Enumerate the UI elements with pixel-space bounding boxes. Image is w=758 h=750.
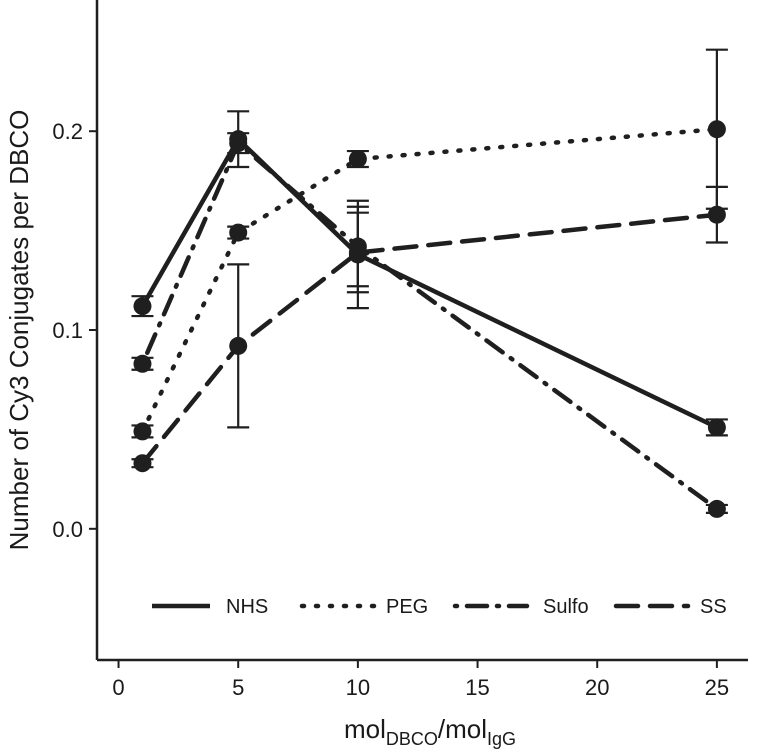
series-line-sulfo (140, 140, 720, 512)
x-tick-label: 20 (585, 675, 609, 700)
series-layer (131, 48, 728, 518)
series-ss (131, 185, 728, 473)
data-point-sulfo (707, 499, 726, 518)
legend-label-nhs: NHS (226, 596, 268, 618)
x-axis-title-sub-dbco: DBCO (386, 729, 438, 749)
data-point-ss (133, 454, 152, 473)
legend: NHS PEG Sulfo SS (152, 596, 727, 618)
x-tick-label: 25 (705, 675, 729, 700)
data-point-nhs (707, 418, 726, 437)
data-point-sulfo (229, 134, 248, 153)
data-point-ss (707, 205, 726, 224)
legend-label-ss: SS (700, 596, 727, 618)
series-line-nhs (140, 136, 718, 430)
x-axis-title-sub-igg: IgG (487, 729, 516, 749)
series-peg (131, 48, 728, 441)
series-nhs (131, 110, 728, 437)
x-axis-title-separator: /mol (438, 714, 487, 744)
series-sulfo (131, 132, 728, 518)
x-tick-label: 10 (346, 675, 370, 700)
series-line-ss (140, 212, 720, 466)
x-axis-title: molDBCO/molIgG (344, 714, 516, 749)
legend-label-peg: PEG (386, 596, 428, 618)
axes: 0 5 10 15 20 25 0.0 0.1 0.2 (52, 0, 748, 700)
x-axis-title-main: mol (344, 714, 386, 744)
y-tick-label: 0.1 (52, 318, 83, 343)
y-axis-title: Number of Cy3 Conjugates per DBCO (4, 110, 34, 551)
data-point-sulfo (133, 354, 152, 373)
data-point-peg (229, 223, 248, 242)
data-point-peg (707, 120, 726, 139)
series-line-peg (140, 126, 720, 434)
data-point-peg (348, 150, 367, 169)
y-tick-label: 0.0 (52, 517, 83, 542)
data-point-nhs (133, 297, 152, 316)
data-point-peg (133, 422, 152, 441)
data-point-ss (229, 336, 248, 355)
x-tick-label: 15 (465, 675, 489, 700)
y-tick-label: 0.2 (52, 119, 83, 144)
x-tick-label: 5 (232, 675, 244, 700)
x-tick-label: 0 (112, 675, 124, 700)
data-point-ss (348, 243, 367, 262)
legend-label-sulfo: Sulfo (543, 596, 589, 618)
